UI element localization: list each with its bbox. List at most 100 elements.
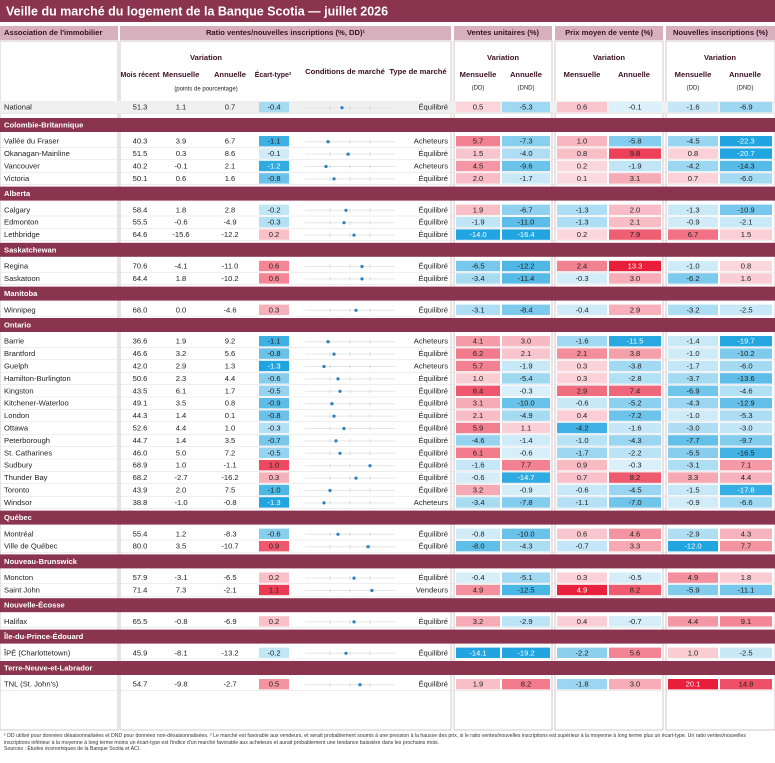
text: 3.8 — [630, 349, 641, 358]
text: -7.0 — [628, 498, 641, 507]
text: 51.3 — [133, 103, 148, 112]
heat-cell — [720, 336, 772, 347]
heat-cell — [668, 572, 718, 583]
text: 1.9 — [176, 337, 187, 346]
heat-cell — [456, 584, 500, 596]
heat-cell — [720, 484, 772, 496]
text: 3.5 — [176, 542, 187, 551]
text: -7.2 — [628, 411, 641, 420]
heat-cell — [609, 348, 661, 359]
heat-cell — [259, 398, 289, 409]
text: Conditions de marché — [305, 67, 385, 76]
text: -1.9 — [519, 362, 532, 371]
heat-cell — [456, 217, 500, 228]
text: -16.4 — [517, 230, 534, 239]
gauge-dot — [326, 140, 330, 144]
text: Okanagan-Mainline — [4, 149, 70, 158]
heat-cell — [609, 398, 661, 409]
heat-cell — [259, 102, 289, 113]
heat-cell — [456, 484, 500, 496]
heat-cell — [456, 304, 500, 315]
text: Moncton — [4, 573, 33, 582]
heat-cell — [720, 572, 772, 583]
text: -6.6 — [739, 498, 752, 507]
heat-cell — [456, 497, 500, 508]
heat-cell — [609, 460, 661, 471]
text: 3.9 — [176, 137, 187, 146]
text: -12.5 — [517, 586, 534, 595]
text: 7.7 — [521, 461, 532, 470]
heat-cell — [609, 484, 661, 496]
text: Nouvelles inscriptions (%) — [673, 28, 768, 37]
heat-cell — [720, 679, 772, 690]
text: 3.2 — [473, 486, 484, 495]
text: Kingston — [4, 386, 34, 395]
text: -1.3 — [575, 218, 588, 227]
text: -3.1 — [686, 461, 699, 470]
heat-cell — [609, 584, 661, 596]
heat-cell — [720, 497, 772, 508]
heat-cell — [609, 647, 661, 658]
text: -1.9 — [471, 218, 484, 227]
text: -0.5 — [267, 386, 280, 395]
heat-cell — [502, 541, 550, 552]
text: Ontario — [4, 321, 31, 330]
heat-cell — [720, 204, 772, 215]
heat-cell — [259, 616, 289, 627]
text: 0.7 — [225, 103, 236, 112]
heat-cell — [668, 497, 718, 508]
heat-cell — [557, 260, 607, 272]
text: Île-du-Prince-Édouard — [3, 632, 84, 641]
heat-cell — [668, 679, 718, 690]
text: 2.0 — [176, 486, 187, 495]
heat-cell — [456, 260, 500, 272]
text: -0.1 — [174, 162, 187, 171]
text: 0.9 — [577, 461, 588, 470]
text: 0.5 — [473, 103, 484, 112]
header-cell — [120, 26, 451, 40]
text: 2.9 — [577, 386, 588, 395]
text: -3.4 — [471, 498, 484, 507]
text: -2.9 — [519, 617, 532, 626]
text: 1.9 — [473, 205, 484, 214]
text: Hamilton-Burlington — [4, 374, 71, 383]
text: Windsor — [4, 498, 32, 507]
text: Équilibré — [418, 305, 448, 314]
text: 64.6 — [133, 230, 148, 239]
text: 0.9 — [269, 542, 280, 551]
text: 0.1 — [577, 174, 588, 183]
text: -3.0 — [686, 424, 699, 433]
text: Sudbury — [4, 461, 32, 470]
text: St. Catharines — [4, 448, 52, 457]
text: -1.7 — [686, 362, 699, 371]
text: 1.8 — [176, 205, 187, 214]
text: -1.3 — [267, 362, 280, 371]
text: 45.9 — [133, 648, 148, 657]
heat-cell — [502, 260, 550, 272]
text: 0.2 — [577, 162, 588, 171]
text: Thunder Bay — [4, 473, 48, 482]
text: -6.7 — [519, 205, 532, 214]
text: 1.5 — [473, 149, 484, 158]
heat-cell — [557, 460, 607, 471]
heat-cell — [259, 528, 289, 539]
heat-cell — [720, 160, 772, 172]
text: Équilibré — [418, 486, 448, 495]
heat-cell — [557, 584, 607, 596]
text: -1.4 — [686, 337, 699, 346]
text: Annuelle — [510, 70, 542, 79]
text: 0.5 — [269, 680, 280, 689]
heat-cell — [502, 460, 550, 471]
text: 4.6 — [630, 529, 641, 538]
heat-cell — [259, 460, 289, 471]
text: 0.3 — [577, 573, 588, 582]
text: ÎPÉ (Charlottetown) — [3, 648, 71, 657]
text: -3.2 — [686, 305, 699, 314]
text: Mensuelle — [675, 70, 712, 79]
heat-cell — [502, 304, 550, 315]
heat-cell — [609, 204, 661, 215]
text: -3.8 — [628, 362, 641, 371]
heat-cell — [557, 679, 607, 690]
heat-cell — [259, 336, 289, 347]
heat-cell — [668, 260, 718, 272]
